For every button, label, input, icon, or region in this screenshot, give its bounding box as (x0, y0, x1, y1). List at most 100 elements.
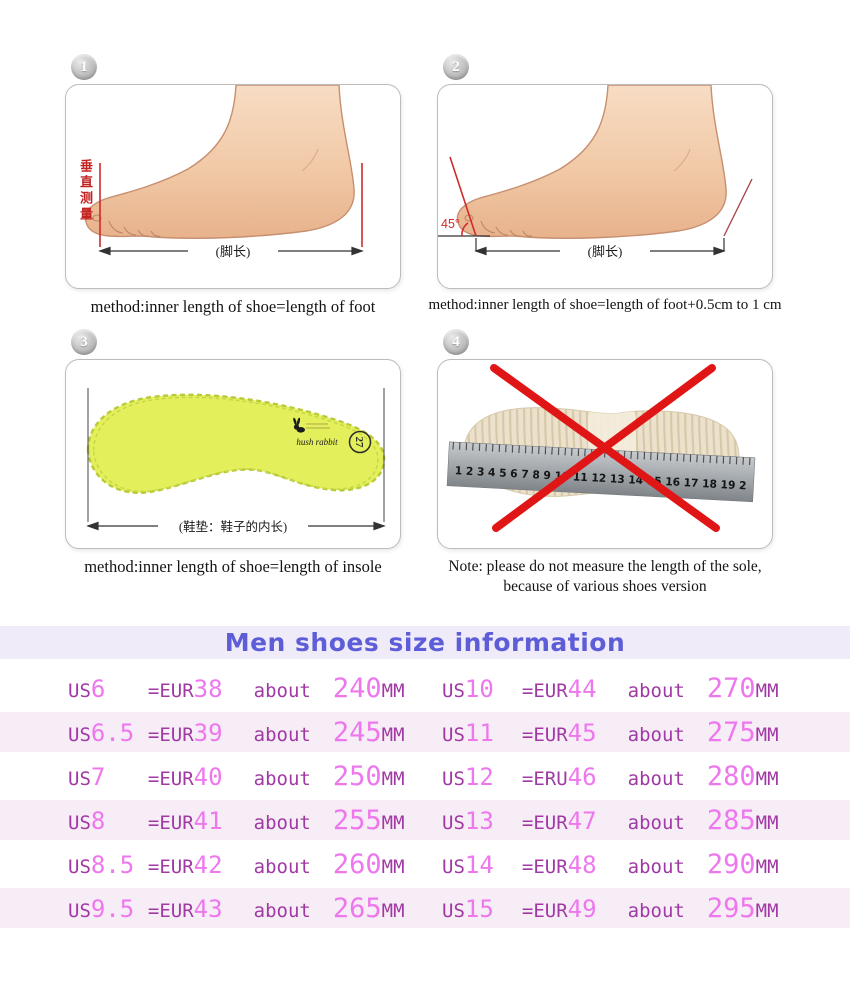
mm-unit-label: MM (755, 811, 779, 834)
small-print-marks (306, 423, 330, 429)
about-label: about (627, 767, 685, 790)
eur-size-value: 46 (567, 762, 597, 791)
size-table-row: US 9.5 =EUR 43 about 265 MM US 15 =EUR 49 about 295… (0, 887, 850, 928)
us-label: US (68, 899, 91, 922)
eur-size-value: 47 (567, 806, 597, 835)
about-label: about (253, 767, 311, 790)
about-label: about (627, 679, 685, 702)
mm-length-value: 285 (706, 804, 756, 836)
step-2-badge: 2 (443, 54, 469, 80)
mm-unit-label: MM (755, 723, 779, 746)
mm-unit-label: MM (755, 679, 779, 702)
size-entry-right: US 15 =EUR 49 about 295 MM (425, 888, 850, 928)
toe-lines (92, 148, 319, 237)
size-table: US 6 =EUR 38 about 240 MM US 10 =EUR 44 about 270 MM… (0, 668, 850, 928)
steel-ruler: 1 2 3 4 5 6 7 8 9 10 11 12 13 14 15 16 1… (446, 441, 756, 503)
us-label: US (442, 899, 465, 922)
us-size-value: 8 (90, 806, 106, 835)
size-entry-right: US 10 =EUR 44 about 270 MM (425, 668, 850, 708)
eur-size-value: 39 (193, 718, 223, 747)
eur-label: =EUR (521, 811, 568, 834)
mm-unit-label: MM (381, 855, 405, 878)
figure-4-panel: 1 2 3 4 5 6 7 8 9 10 11 12 13 14 15 16 1… (437, 359, 773, 549)
eur-label: =EUR (147, 855, 194, 878)
eur-label: =EUR (147, 899, 194, 922)
size-entry-left: US 8.5 =EUR 42 about 260 MM (0, 844, 425, 884)
rabbit-logo-icon (293, 417, 305, 433)
boundary-lines (87, 388, 385, 522)
mm-unit-label: MM (381, 723, 405, 746)
size-entry-left: US 6 =EUR 38 about 240 MM (0, 668, 425, 708)
eur-size-value: 40 (193, 762, 223, 791)
mm-length-value: 295 (706, 892, 756, 924)
us-size-value: 7 (90, 762, 106, 791)
mm-length-value: 260 (332, 848, 382, 880)
sole-ruler-photo: 1 2 3 4 5 6 7 8 9 10 11 12 13 14 15 16 1… (446, 364, 756, 532)
red-cross (490, 364, 720, 532)
eur-label: =EUR (521, 723, 568, 746)
us-label: US (442, 723, 465, 746)
eur-label: =EUR (147, 811, 194, 834)
figure-do-not-measure-sole: 4 1 2 3 4 5 6 7 8 9 10 11 12 13 14 15 1 (437, 329, 773, 598)
size-entry-right: US 14 =EUR 48 about 290 MM (425, 844, 850, 884)
figure-4-note-line2: because of various shoes version (503, 578, 707, 596)
foot-measure-illustration-2: 45° (脚长) (438, 85, 753, 259)
mm-unit-label: MM (381, 679, 405, 702)
foot-silhouette (456, 85, 727, 239)
foot-measure-illustration-1: (脚长) (84, 85, 364, 259)
eur-size-value: 48 (567, 850, 597, 879)
size-entry-left: US 6.5 =EUR 39 about 245 MM (0, 712, 425, 752)
mm-unit-label: MM (381, 899, 405, 922)
us-size-value: 6 (90, 674, 106, 703)
us-label: US (68, 811, 91, 834)
measure-methods-row-1: 1 (0, 0, 850, 317)
about-label: about (627, 811, 685, 834)
us-size-value: 9.5 (90, 894, 135, 923)
eur-label: =EUR (521, 679, 568, 702)
about-label: about (253, 811, 311, 834)
foot-length-arrow (474, 238, 726, 256)
heel-tangent-line (723, 178, 753, 237)
us-size-value: 11 (464, 718, 494, 747)
eur-size-value: 41 (193, 806, 223, 835)
mm-unit-label: MM (381, 811, 405, 834)
step-4-badge: 4 (443, 329, 469, 355)
figure-2-panel: 45° (脚长) (437, 84, 773, 289)
foot-length-arrow (98, 246, 364, 256)
mm-length-value: 245 (332, 716, 382, 748)
insole-illustration: hush rabbit 27 (鞋垫：鞋子的内长) (86, 388, 386, 534)
about-label: about (253, 855, 311, 878)
about-label: about (253, 899, 311, 922)
us-label: US (442, 855, 465, 878)
step-1-badge: 1 (71, 54, 97, 80)
eur-size-value: 49 (567, 894, 597, 923)
mm-length-value: 270 (706, 672, 756, 704)
size-entry-left: US 9.5 =EUR 43 about 265 MM (0, 888, 425, 928)
us-size-value: 13 (464, 806, 494, 835)
insole-stitch (92, 396, 379, 493)
eur-size-value: 38 (193, 674, 223, 703)
size-entry-left: US 8 =EUR 41 about 255 MM (0, 800, 425, 840)
figure-4-note-line1: Note: please do not measure the length o… (448, 558, 762, 575)
size-table-title: Men shoes size information (224, 627, 626, 657)
insole-length-label: (鞋垫：鞋子的内长) (179, 519, 287, 534)
size-table-title-band: Men shoes size information (0, 625, 850, 659)
us-size-value: 8.5 (90, 850, 135, 879)
figure-1-caption: method:inner length of shoe=length of fo… (90, 297, 376, 316)
eur-label: =ERU (521, 767, 568, 790)
us-label: US (442, 679, 465, 702)
us-label: US (68, 679, 91, 702)
brand-label: hush rabbit (296, 437, 338, 447)
eur-size-value: 45 (567, 718, 597, 747)
size-entry-right: US 11 =EUR 45 about 275 MM (425, 712, 850, 752)
us-size-value: 12 (464, 762, 494, 791)
mm-unit-label: MM (755, 899, 779, 922)
us-size-value: 6.5 (90, 718, 135, 747)
mm-length-value: 265 (332, 892, 382, 924)
toe-lines (464, 148, 691, 237)
size-table-row: US 8.5 =EUR 42 about 260 MM US 14 =EUR 48 about 290… (0, 844, 850, 884)
size-table-row: US 6 =EUR 38 about 240 MM US 10 =EUR 44 about 270 MM (0, 668, 850, 708)
figure-measure-foot-45deg: 2 45° (428, 54, 782, 317)
figure-measure-insole: 3 hush rabbit 27 (65, 329, 401, 598)
angle-45-label: 45° (441, 217, 460, 231)
